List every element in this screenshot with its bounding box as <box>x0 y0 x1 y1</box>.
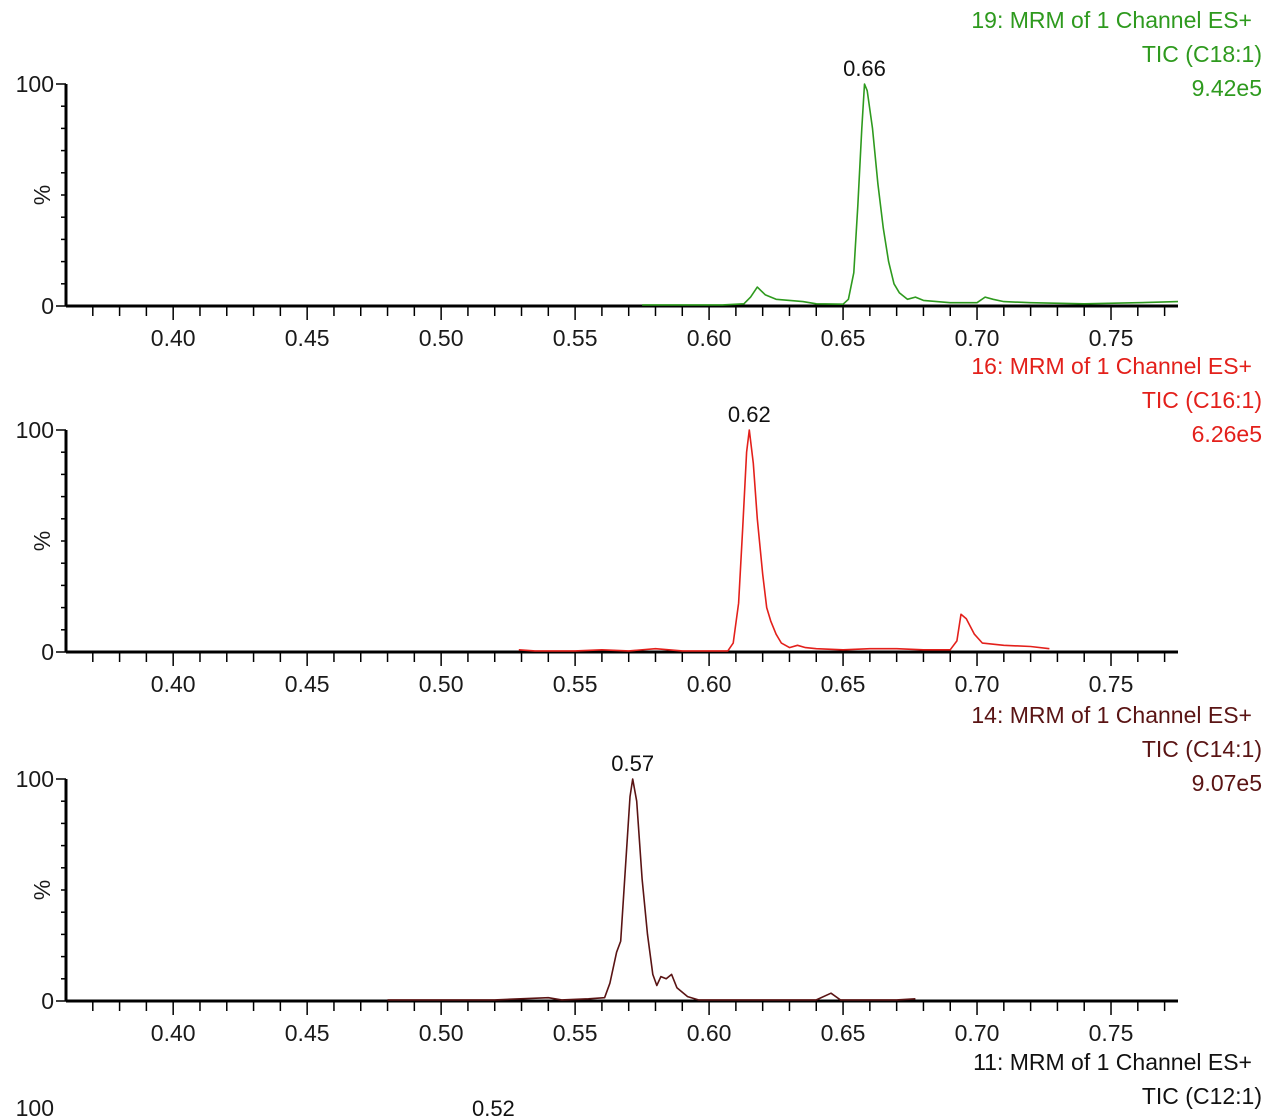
y-tick-label: 0 <box>41 293 54 319</box>
y-axis-label: % <box>29 880 55 900</box>
x-tick-label: 0.50 <box>419 325 464 351</box>
x-tick-label: 0.60 <box>687 1020 732 1046</box>
x-tick-label: 0.40 <box>151 1020 196 1046</box>
x-tick-label: 0.75 <box>1089 1020 1134 1046</box>
x-tick-label: 0.70 <box>955 671 1000 697</box>
channel-title: 19: MRM of 1 Channel ES+ <box>971 7 1252 33</box>
trace-subtitle: TIC (C14:1) <box>1142 736 1262 762</box>
trace-subtitle: TIC (C18:1) <box>1142 41 1262 67</box>
channel-title: 11: MRM of 1 Channel ES+ <box>973 1049 1252 1075</box>
x-tick-label: 0.65 <box>821 325 866 351</box>
chromatogram-panel-3: 14: MRM of 1 Channel ES+ TIC (C14:1) 9.07e… <box>16 702 1262 1046</box>
x-tick-label: 0.45 <box>285 1020 330 1046</box>
x-tick-label: 0.75 <box>1089 671 1134 697</box>
chromatogram-panel-4: 11: MRM of 1 Channel ES+ TIC (C12:1) 100 0.… <box>16 1049 1262 1118</box>
channel-title: 16: MRM of 1 Channel ES+ <box>971 353 1252 379</box>
channel-title: 14: MRM of 1 Channel ES+ <box>971 702 1252 728</box>
x-tick-label: 0.50 <box>419 671 464 697</box>
peak-label: 0.52 <box>472 1096 515 1118</box>
intensity-label: 6.26e5 <box>1192 421 1262 447</box>
y-axis-label: % <box>29 531 55 551</box>
y-tick-label: 0 <box>41 639 54 665</box>
x-tick-label: 0.55 <box>553 671 598 697</box>
x-tick-label: 0.60 <box>687 325 732 351</box>
x-tick-label: 0.65 <box>821 671 866 697</box>
x-tick-label: 0.60 <box>687 671 732 697</box>
trace-subtitle: TIC (C12:1) <box>1142 1083 1262 1109</box>
peak-label: 0.57 <box>611 751 654 776</box>
chromatogram-trace <box>387 778 916 1001</box>
x-tick-label: 0.65 <box>821 1020 866 1046</box>
y-tick-label: 100 <box>16 417 54 443</box>
intensity-label: 9.42e5 <box>1192 75 1262 101</box>
x-tick-label: 0.40 <box>151 671 196 697</box>
x-tick-label: 0.55 <box>553 325 598 351</box>
x-tick-label: 0.40 <box>151 325 196 351</box>
y-tick-label: 100 <box>16 1095 54 1118</box>
chromatogram-panel-2: 16: MRM of 1 Channel ES+ TIC (C16:1) 6.26e… <box>16 353 1262 697</box>
x-tick-label: 0.50 <box>419 1020 464 1046</box>
y-axis-label: % <box>29 185 55 205</box>
x-tick-label: 0.70 <box>955 1020 1000 1046</box>
x-tick-label: 0.45 <box>285 671 330 697</box>
x-tick-label: 0.75 <box>1089 325 1134 351</box>
x-tick-label: 0.70 <box>955 325 1000 351</box>
chromatogram-trace <box>642 83 1179 306</box>
y-tick-label: 100 <box>16 71 54 97</box>
chromatogram-panel-1: 19: MRM of 1 Channel ES+ TIC (C18:1) 9.42e… <box>16 7 1262 351</box>
x-tick-label: 0.55 <box>553 1020 598 1046</box>
peak-label: 0.62 <box>728 402 771 427</box>
intensity-label: 9.07e5 <box>1192 770 1262 796</box>
chromatogram-trace <box>518 429 1050 652</box>
y-tick-label: 100 <box>16 766 54 792</box>
y-tick-label: 0 <box>41 988 54 1014</box>
x-tick-label: 0.45 <box>285 325 330 351</box>
peak-label: 0.66 <box>843 56 886 81</box>
trace-subtitle: TIC (C16:1) <box>1142 387 1262 413</box>
